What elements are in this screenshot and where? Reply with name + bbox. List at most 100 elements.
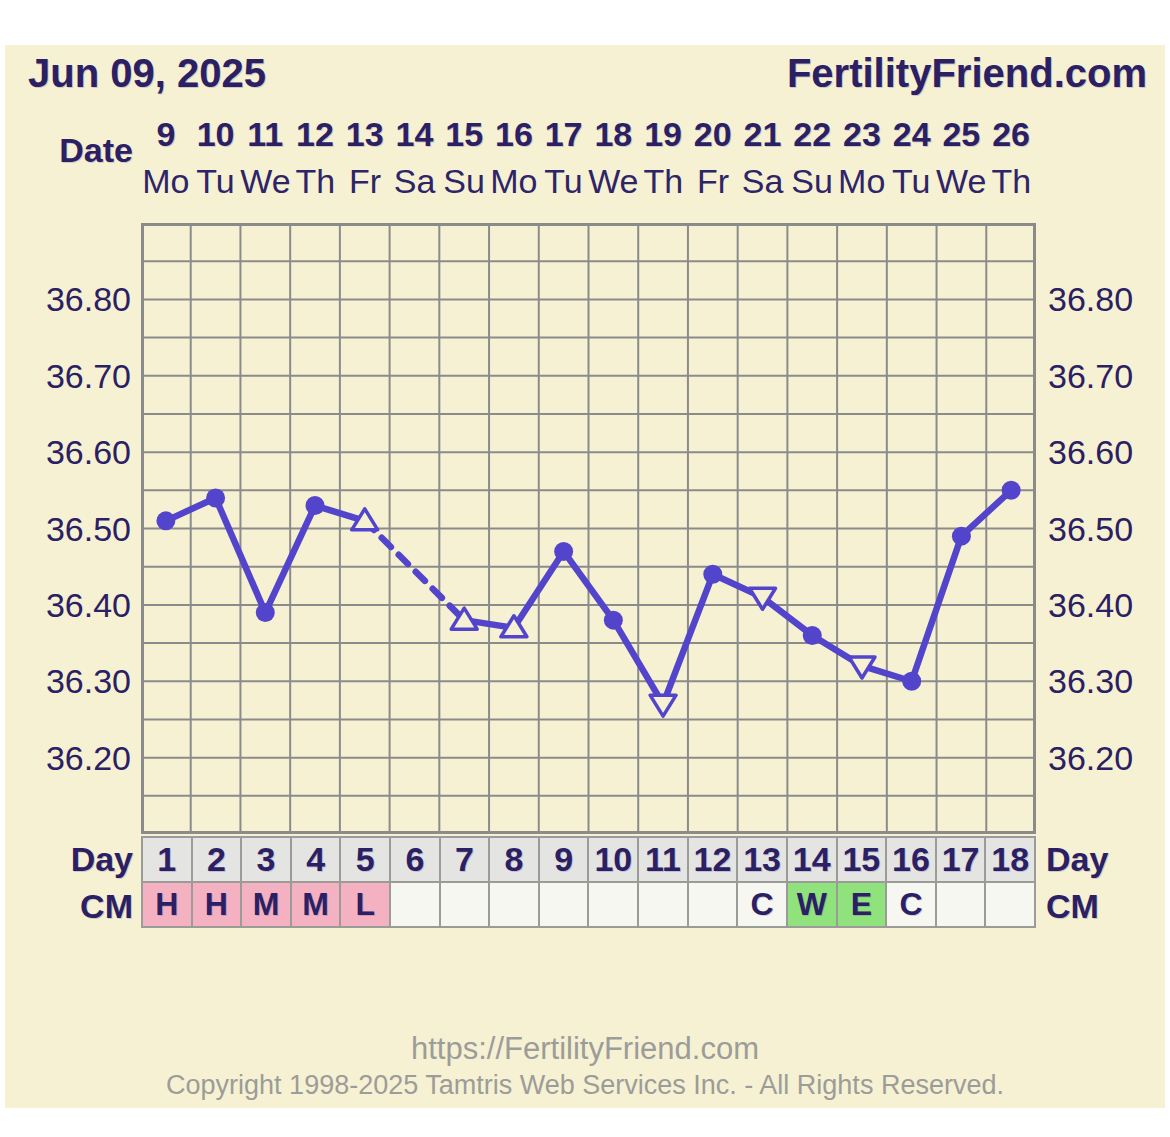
day-cell[interactable]: 11 [637, 838, 687, 881]
day-cell[interactable]: 5 [339, 838, 389, 881]
date-number: 13 [340, 115, 390, 155]
date-number: 9 [141, 115, 191, 155]
temp-point-day-2[interactable] [206, 488, 225, 507]
date-number: 14 [390, 115, 440, 155]
weekday-label: Tu [191, 162, 241, 204]
y-tick-label: 36.80 [1048, 281, 1168, 317]
temp-point-day-11[interactable] [650, 695, 676, 716]
temp-point-day-9[interactable] [554, 542, 573, 561]
y-tick-label: 36.20 [1048, 740, 1168, 776]
cervical-mucus-row: HHMMLCWEC [141, 881, 1036, 928]
weekday-label: Tu [887, 162, 937, 204]
y-tick-label: 36.30 [5, 663, 131, 699]
chart-panel: Jun 09, 2025 FertilityFriend.com Date 91… [5, 45, 1165, 1108]
cm-cell[interactable]: C [736, 883, 786, 926]
temp-point-day-10[interactable] [604, 611, 623, 630]
y-tick-label: 36.60 [1048, 434, 1168, 470]
date-number: 20 [688, 115, 738, 155]
day-cell[interactable]: 10 [587, 838, 637, 881]
grid-lines [141, 223, 1036, 834]
cm-cell[interactable] [687, 883, 737, 926]
y-tick-label: 36.70 [1048, 358, 1168, 394]
day-cell[interactable]: 14 [786, 838, 836, 881]
cm-cell[interactable] [984, 883, 1034, 926]
date-number: 26 [986, 115, 1036, 155]
day-cell[interactable]: 9 [538, 838, 588, 881]
temp-point-day-1[interactable] [156, 511, 175, 530]
day-cell[interactable]: 17 [935, 838, 985, 881]
date-number: 11 [240, 115, 290, 155]
cm-cell[interactable]: M [240, 883, 290, 926]
cm-cell[interactable] [389, 883, 439, 926]
temp-point-day-14[interactable] [803, 626, 822, 645]
date-number: 22 [787, 115, 837, 155]
weekday-label: Mo [489, 162, 539, 204]
weekday-label: Th [291, 162, 341, 204]
day-cell[interactable]: 15 [836, 838, 886, 881]
temp-point-day-4[interactable] [306, 496, 325, 515]
site-title[interactable]: FertilityFriend.com [787, 51, 1147, 96]
y-tick-label: 36.80 [5, 281, 131, 317]
day-cell[interactable]: 2 [191, 838, 241, 881]
day-cell[interactable]: 4 [290, 838, 340, 881]
temp-point-day-12[interactable] [703, 565, 722, 584]
day-cell[interactable]: 7 [439, 838, 489, 881]
day-cell[interactable]: 16 [885, 838, 935, 881]
day-cell[interactable]: 12 [687, 838, 737, 881]
date-axis-label: Date [59, 131, 133, 170]
cm-row-label-left: CM [80, 887, 133, 926]
y-tick-label: 36.50 [1048, 511, 1168, 547]
day-cell[interactable]: 6 [389, 838, 439, 881]
cm-cell[interactable]: H [143, 883, 191, 926]
date-number: 21 [738, 115, 788, 155]
date-number: 19 [638, 115, 688, 155]
day-cell[interactable]: 13 [736, 838, 786, 881]
day-cell[interactable]: 18 [984, 838, 1034, 881]
y-tick-label: 36.60 [5, 434, 131, 470]
date-number: 25 [937, 115, 987, 155]
day-cell[interactable]: 1 [143, 838, 191, 881]
cm-cell[interactable] [439, 883, 489, 926]
weekday-label: We [588, 162, 638, 204]
weekday-label: Fr [340, 162, 390, 204]
weekday-label: Su [439, 162, 489, 204]
weekday-label: Su [787, 162, 837, 204]
date-number: 10 [191, 115, 241, 155]
cm-cell[interactable] [587, 883, 637, 926]
weekday-label: We [240, 162, 290, 204]
cm-cell[interactable]: E [836, 883, 886, 926]
temperature-chart [141, 223, 1036, 834]
date-number: 15 [439, 115, 489, 155]
date-number: 23 [837, 115, 887, 155]
temp-point-day-16[interactable] [902, 672, 921, 691]
cm-cell[interactable]: L [339, 883, 389, 926]
cm-cell[interactable] [488, 883, 538, 926]
page: Jun 09, 2025 FertilityFriend.com Date 91… [0, 0, 1170, 1137]
day-cell[interactable]: 8 [488, 838, 538, 881]
cm-cell[interactable] [637, 883, 687, 926]
cm-cell[interactable] [538, 883, 588, 926]
cm-cell[interactable] [935, 883, 985, 926]
cm-cell[interactable]: H [191, 883, 241, 926]
weekday-label: Sa [390, 162, 440, 204]
cm-cell[interactable]: M [290, 883, 340, 926]
cycle-day-row: 123456789101112131415161718 [141, 836, 1036, 883]
weekday-row: MoTuWeThFrSaSuMoTuWeThFrSaSuMoTuWeTh [141, 162, 1036, 204]
date-number: 17 [539, 115, 589, 155]
day-cell[interactable]: 3 [240, 838, 290, 881]
cm-cell[interactable]: C [885, 883, 935, 926]
temp-point-day-17[interactable] [952, 527, 971, 546]
temp-point-day-3[interactable] [256, 603, 275, 622]
day-row-label-left: Day [71, 840, 133, 879]
footer-copyright: Copyright 1998-2025 Tamtris Web Services… [5, 1070, 1165, 1101]
cm-row-label-right: CM [1046, 887, 1099, 926]
date-number: 24 [887, 115, 937, 155]
footer-url[interactable]: https://FertilityFriend.com [5, 1031, 1165, 1067]
y-tick-label: 36.40 [1048, 587, 1168, 623]
temp-point-day-18[interactable] [1002, 481, 1021, 500]
weekday-label: Th [986, 162, 1036, 204]
weekday-label: Tu [539, 162, 589, 204]
date-number-row: 91011121314151617181920212223242526 [141, 115, 1036, 155]
cm-cell[interactable]: W [786, 883, 836, 926]
weekday-label: Mo [837, 162, 887, 204]
